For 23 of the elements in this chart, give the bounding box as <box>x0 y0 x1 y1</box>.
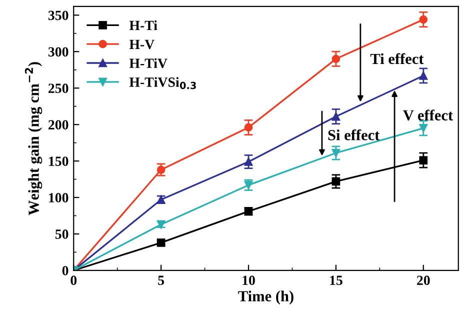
annotation: Ti effect <box>370 53 424 64</box>
y-tick-label: 0 <box>62 266 68 276</box>
legend-label: H-Ti <box>129 20 158 30</box>
y-axis-title: Weight gain (mg cm$^{−2}$) <box>24 62 42 216</box>
x-tick-label: 15 <box>330 276 342 286</box>
y-tick-label: 250 <box>48 84 68 94</box>
y-tick-label: 350 <box>48 10 68 20</box>
x-tick-label: 20 <box>417 276 430 286</box>
x-axis-title: Time (h) <box>238 290 294 304</box>
y-tick-label: 200 <box>48 120 68 130</box>
y-tick-label: 150 <box>49 156 68 166</box>
y-tick-label: 100 <box>49 193 68 202</box>
legend-label: H-TiVSi$_{0.3}$ <box>129 77 196 90</box>
legend-label: H-V <box>129 40 154 50</box>
annotation: V effect <box>403 110 453 121</box>
x-tick-label: 10 <box>242 276 255 286</box>
y-tick-label: 50 <box>55 230 68 239</box>
x-tick-label: 5 <box>158 276 164 286</box>
y-tick-label: 300 <box>48 47 68 57</box>
point <box>244 158 253 166</box>
x-tick-label: 0 <box>70 276 77 286</box>
annotation: Si effect <box>328 129 380 140</box>
legend-label: H-TiV <box>129 58 168 68</box>
